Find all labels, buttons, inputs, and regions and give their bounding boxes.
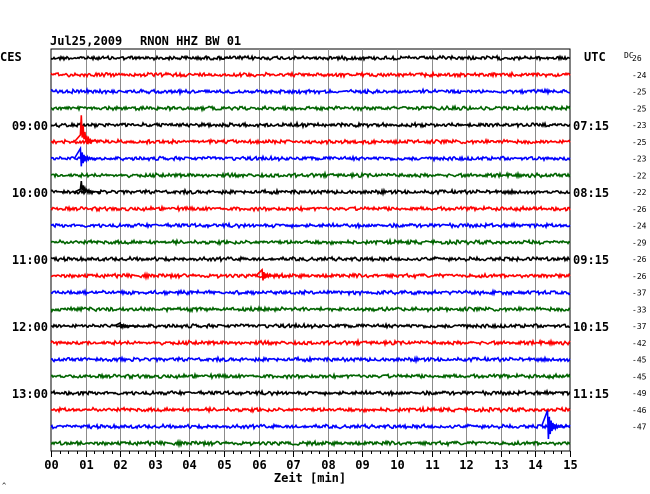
dc-offset: -29 [632, 238, 647, 247]
x-tick-label: 12 [459, 458, 473, 472]
x-tick-label: 09 [355, 458, 369, 472]
dc-offset: -24 [632, 71, 647, 80]
trace-row-12 [50, 255, 571, 264]
trace-row-20 [50, 388, 571, 398]
dc-offset: -37 [632, 322, 647, 331]
trace-row-21 [50, 405, 571, 415]
plot-frame [50, 48, 571, 452]
x-tick-label: 08 [321, 458, 335, 472]
event-3 [255, 268, 283, 281]
x-axis-label: Zeit [min] [274, 471, 346, 485]
trace-row-19 [50, 371, 571, 381]
dc-offset: -24 [632, 222, 647, 231]
event-2 [74, 181, 101, 194]
right-hour-label: 08:15 [573, 186, 609, 200]
event-4 [113, 321, 141, 331]
left-hour-label: 09:00 [12, 119, 48, 133]
trace-row-14 [50, 288, 571, 297]
dc-offset: -45 [632, 372, 647, 381]
trace-row-6 [50, 154, 571, 163]
trace-row-0 [50, 54, 571, 62]
x-tick-label: 07 [286, 458, 300, 472]
dc-offset: 26 [632, 54, 642, 63]
dc-offset: -22 [632, 171, 647, 180]
trace-row-1 [50, 70, 571, 79]
trace-row-17 [50, 337, 571, 348]
x-tick-label: 15 [563, 458, 577, 472]
dc-label: DC [624, 51, 634, 60]
x-tick-label: 10 [390, 458, 404, 472]
trace-row-9 [50, 204, 571, 213]
event-5 [540, 410, 568, 440]
trace-row-10 [50, 221, 571, 230]
trace-row-11 [50, 237, 571, 247]
x-tick-label: 13 [494, 458, 508, 472]
left-hour-label: 10:00 [12, 186, 48, 200]
dc-offset: -23 [632, 121, 647, 130]
dc-offset: -37 [632, 289, 647, 298]
dc-offsets: 26 -24 -25 -25 -23 -25 -23 -22 -22 -26 -24 -29 -26 -2… [632, 54, 647, 432]
trace-row-5 [50, 137, 571, 146]
right-hour-label: 07:15 [573, 119, 609, 133]
trace-row-13 [50, 271, 571, 281]
trace-row-18 [50, 355, 571, 365]
event-1 [73, 145, 101, 167]
grid [50, 48, 571, 452]
left-zone-label: CES [0, 50, 22, 64]
trace-row-15 [50, 304, 571, 314]
dc-offset: -49 [632, 389, 647, 398]
right-zone-label: UTC [584, 50, 606, 64]
dc-offset: -46 [632, 406, 647, 415]
dc-offset: -25 [632, 104, 647, 113]
x-tick-label: 11 [425, 458, 439, 472]
x-tick-label: 04 [182, 458, 196, 472]
dc-offset: -23 [632, 155, 647, 164]
x-tick-label: 00 [44, 458, 58, 472]
x-tick-label: 03 [148, 458, 162, 472]
trace-row-23 [50, 438, 571, 449]
right-hour-label: 11:15 [573, 387, 609, 401]
chart-station: RNON HHZ BW 01 [140, 34, 241, 48]
right-hour-label: 09:15 [573, 253, 609, 267]
chart-date: Jul25,2009 [50, 34, 122, 48]
x-tick-label: 06 [252, 458, 266, 472]
trace-row-4 [50, 120, 571, 130]
dc-offset: -25 [632, 88, 647, 97]
event-0 [73, 115, 101, 144]
left-hour-label: 12:00 [12, 320, 48, 334]
left-hour-label: 11:00 [12, 253, 48, 267]
dc-offset: -26 [632, 205, 647, 214]
trace-row-3 [50, 104, 571, 113]
trace-row-22 [50, 422, 571, 431]
x-tick-label: 02 [113, 458, 127, 472]
corner-mark: ^ [2, 482, 6, 490]
hour-labels: 09:00 10:00 11:00 12:00 13:00 07:15 08:15 09:15… [12, 119, 609, 401]
left-hour-label: 13:00 [12, 387, 48, 401]
trace-row-7 [50, 170, 571, 180]
dc-offset: -47 [632, 423, 647, 432]
dc-offset: -22 [632, 188, 647, 197]
dc-offset: -26 [632, 255, 647, 264]
x-ticks: 00 01 02 03 04 05 06 07 08 09 10 11 12 13 14 15 [44, 451, 578, 472]
x-tick-label: 05 [217, 458, 231, 472]
trace-row-2 [50, 87, 571, 97]
x-tick-label: 01 [79, 458, 93, 472]
traces [50, 54, 571, 449]
trace-row-8 [50, 187, 571, 197]
dc-offset: -42 [632, 339, 647, 348]
dc-offset: -26 [632, 272, 647, 281]
x-tick-label: 14 [528, 458, 542, 472]
right-hour-label: 10:15 [573, 320, 609, 334]
dc-offset: -45 [632, 356, 647, 365]
dc-offset: -33 [632, 305, 647, 314]
dc-offset: -25 [632, 138, 647, 147]
